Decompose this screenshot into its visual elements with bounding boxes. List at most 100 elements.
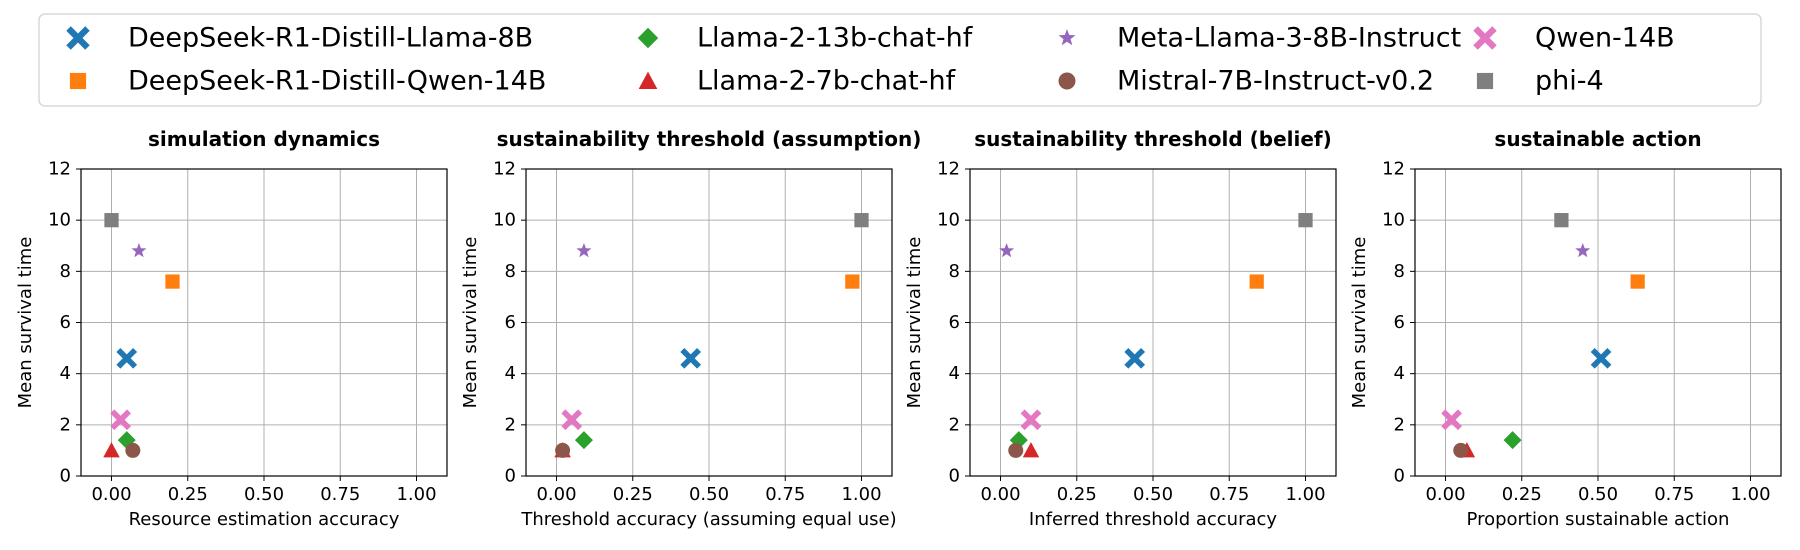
data-point [125, 442, 141, 458]
legend-entry: Llama-2-7b-chat-hf [638, 66, 957, 97]
legend-marker-icon [1476, 72, 1494, 90]
x-axis-label: Threshold accuracy (assuming equal use) [520, 509, 896, 530]
x-tick-label: 0.50 [1578, 484, 1618, 505]
legend-label: Llama-2-7b-chat-hf [697, 66, 957, 97]
legend-entry: Llama-2-13b-chat-hf [637, 23, 974, 54]
legend-entry: Mistral-7B-Instruct-v0.2 [1058, 66, 1434, 97]
y-tick-label: 12 [493, 159, 516, 180]
data-point [1554, 213, 1569, 228]
chart-panel: 0.00 0.25 0.50 0.75 1.00 0 2 4 6 8 10 12 simulation … [15, 127, 448, 530]
legend-marker-icon [66, 26, 90, 50]
data-point [1298, 213, 1313, 228]
y-tick-label: 12 [937, 159, 960, 180]
y-axis-label: Mean survival time [460, 237, 481, 409]
data-point [845, 274, 860, 289]
y-tick-label: 2 [949, 414, 960, 435]
x-axis-label: Resource estimation accuracy [129, 509, 400, 530]
x-tick-label: 0.50 [244, 484, 284, 505]
legend-marker-icon [638, 71, 658, 89]
x-tick-label: 1.00 [396, 484, 436, 505]
x-tick-label: 0.25 [613, 484, 653, 505]
y-tick-label: 10 [493, 210, 516, 231]
data-point [103, 442, 120, 458]
y-tick-label: 10 [48, 210, 71, 231]
data-point [1453, 442, 1469, 458]
data-point [1441, 409, 1462, 431]
data-point [1575, 242, 1591, 258]
y-tick-label: 10 [937, 210, 960, 231]
x-tick-label: 0.75 [1209, 484, 1249, 505]
data-point [116, 347, 138, 369]
legend-entry: DeepSeek-R1-Distill-Qwen-14B [69, 66, 546, 97]
y-tick-label: 4 [505, 363, 516, 384]
data-point [555, 442, 571, 458]
legend-entry: phi-4 [1476, 66, 1604, 97]
data-point [1630, 274, 1645, 289]
data-point [104, 213, 119, 228]
y-tick-label: 8 [949, 261, 960, 282]
x-tick-label: 1.00 [841, 484, 881, 505]
y-tick-label: 2 [505, 414, 516, 435]
y-tick-label: 12 [48, 159, 71, 180]
y-tick-label: 12 [1382, 159, 1405, 180]
panel-title: sustainability threshold (assumption) [497, 127, 922, 151]
legend-entry: Qwen-14B [1473, 23, 1675, 54]
x-tick-label: 0.50 [1133, 484, 1173, 505]
x-tick-label: 0.00 [536, 484, 576, 505]
x-tick-label: 0.00 [91, 484, 131, 505]
y-tick-label: 2 [1394, 414, 1405, 435]
y-tick-label: 0 [505, 466, 516, 487]
legend-frame [38, 13, 1762, 107]
data-point [1124, 347, 1146, 369]
y-tick-label: 6 [60, 312, 71, 333]
legend: DeepSeek-R1-Distill-Llama-8B DeepSeek-R1-… [38, 13, 1762, 107]
y-tick-label: 2 [60, 414, 71, 435]
data-point [854, 213, 869, 228]
data-point [1022, 442, 1040, 458]
chart-panel: 0.00 0.25 0.50 0.75 1.00 0 2 4 6 8 10 12 sustainabil… [904, 127, 1337, 530]
data-point [1020, 409, 1042, 431]
legend-label: DeepSeek-R1-Distill-Llama-8B [128, 23, 533, 54]
x-tick-label: 1.00 [1730, 484, 1770, 505]
y-tick-label: 8 [60, 261, 71, 282]
data-point [110, 409, 132, 431]
chart-panels: 0.00 0.25 0.50 0.75 1.00 0 2 4 6 8 10 12 simulation … [15, 127, 1782, 530]
panel-title: sustainability threshold (belief) [974, 127, 1332, 151]
legend-marker-icon [69, 72, 87, 90]
y-tick-label: 0 [1394, 466, 1405, 487]
data-point [561, 409, 583, 431]
data-point [165, 274, 180, 289]
y-tick-label: 0 [60, 466, 71, 487]
y-tick-label: 0 [949, 466, 960, 487]
legend-label: Mistral-7B-Instruct-v0.2 [1117, 66, 1434, 97]
data-point [1249, 274, 1264, 289]
x-tick-label: 1.00 [1285, 484, 1325, 505]
x-tick-label: 0.00 [980, 484, 1020, 505]
y-tick-label: 6 [505, 312, 516, 333]
legend-label: DeepSeek-R1-Distill-Qwen-14B [128, 66, 546, 97]
legend-marker-icon [1473, 26, 1497, 50]
y-axis-label: Mean survival time [15, 237, 36, 409]
y-tick-label: 8 [1394, 261, 1405, 282]
y-axis-label: Mean survival time [904, 237, 925, 409]
y-tick-label: 4 [949, 363, 960, 384]
data-point [1008, 442, 1024, 458]
legend-label: Qwen-14B [1535, 23, 1675, 54]
x-tick-label: 0.25 [168, 484, 208, 505]
legend-marker-icon [637, 27, 659, 49]
panel-title: sustainable action [1494, 127, 1701, 151]
x-axis-label: Inferred threshold accuracy [1029, 509, 1277, 530]
legend-marker-icon [1058, 29, 1076, 46]
x-tick-label: 0.25 [1502, 484, 1542, 505]
data-point [574, 431, 593, 450]
legend-entry: DeepSeek-R1-Distill-Llama-8B [66, 23, 533, 54]
legend-label: Meta-Llama-3-8B-Instruct [1117, 23, 1461, 54]
data-point [576, 242, 592, 258]
y-tick-label: 4 [60, 363, 71, 384]
legend-label: phi-4 [1535, 66, 1604, 97]
y-tick-label: 4 [1394, 363, 1405, 384]
panel-title: simulation dynamics [148, 127, 380, 151]
x-tick-label: 0.50 [689, 484, 729, 505]
legend-marker-icon [1058, 72, 1076, 90]
